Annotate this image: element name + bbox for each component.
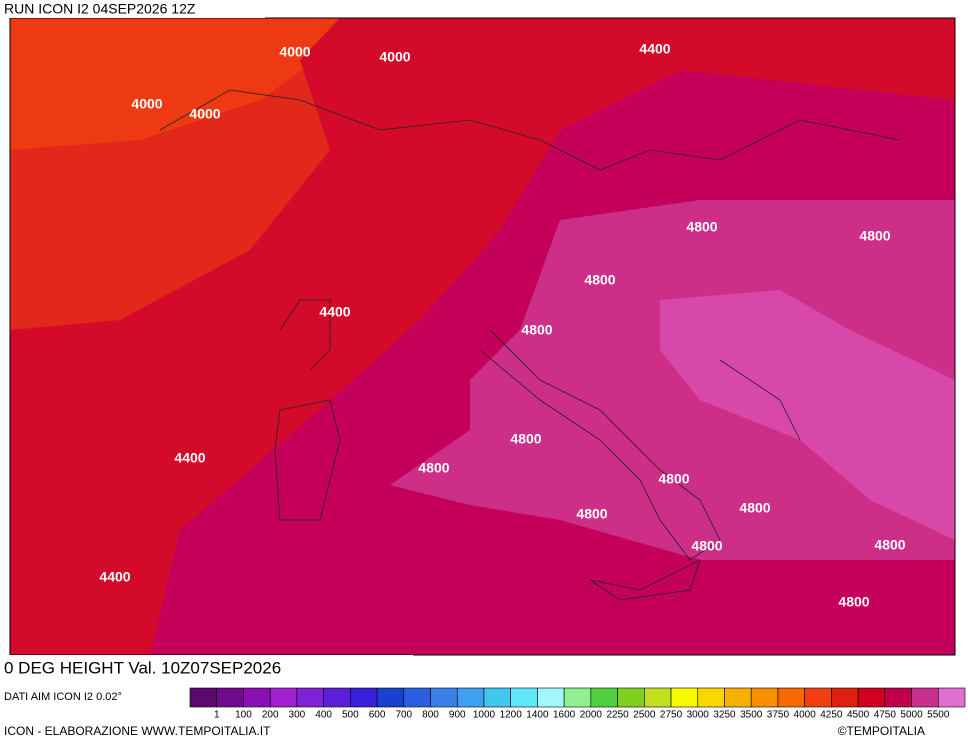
contour-label: 4800 <box>686 219 717 235</box>
contour-label: 4400 <box>174 450 205 466</box>
legend-swatch <box>483 687 511 708</box>
contour-region <box>10 18 955 655</box>
footer-credit: ICON - ELABORAZIONE WWW.TEMPOITALIA.IT <box>4 724 271 738</box>
contour-label: 4800 <box>658 471 689 487</box>
legend-level: 4750 <box>874 710 897 721</box>
contour-label: 4000 <box>279 44 310 60</box>
legend-swatch <box>617 687 645 708</box>
legend-swatch <box>430 687 458 708</box>
legend-swatch <box>884 687 912 708</box>
legend-swatch <box>750 687 779 708</box>
legend-level: 1200 <box>500 710 523 721</box>
legend-level: 200 <box>262 710 279 721</box>
legend-swatch <box>937 687 966 708</box>
legend-swatch <box>670 687 699 708</box>
legend-swatch <box>510 687 538 708</box>
contour-label: 4000 <box>189 106 220 122</box>
legend-level: 1 <box>214 710 220 721</box>
contour-label: 4000 <box>131 96 162 112</box>
header-box <box>0 0 265 18</box>
contour-label: 4800 <box>859 228 890 244</box>
contour-label: 4800 <box>691 538 722 554</box>
legend-level: 4000 <box>794 710 817 721</box>
legend-level: 3500 <box>740 710 763 721</box>
map-frame <box>9 17 956 656</box>
run-label: RUN ICON I2 04SEP2026 12Z <box>4 1 196 17</box>
legend-swatch <box>563 687 592 708</box>
legend-level: 700 <box>395 710 412 721</box>
contour-label: 4800 <box>521 322 552 338</box>
legend-level: 800 <box>422 710 439 721</box>
legend-level: 2250 <box>606 710 629 721</box>
legend-level: 100 <box>235 710 252 721</box>
legend-swatch <box>243 687 271 708</box>
map-title: 0 DEG HEIGHT Val. 10Z07SEP2026 <box>4 658 281 677</box>
contour-label: 4400 <box>639 41 670 57</box>
contour-label: 4800 <box>584 272 615 288</box>
legend-level: 2500 <box>633 710 656 721</box>
legend-swatch <box>831 687 859 708</box>
contour-label: 4400 <box>99 569 130 585</box>
legend-level: 1400 <box>526 710 549 721</box>
legend-level: 5000 <box>900 710 923 721</box>
legend-swatch <box>724 687 752 708</box>
map: 4000 4000 4000 4000 4400 4400 4400 4400 … <box>9 3 956 656</box>
legend-swatch <box>269 687 298 708</box>
legend-level: 300 <box>289 710 306 721</box>
contour-label: 4400 <box>319 304 350 320</box>
contour-label: 4800 <box>874 537 905 553</box>
legend-swatch <box>296 687 324 708</box>
footer-copyright: ©TEMPOITALIA <box>838 724 925 738</box>
legend-swatch <box>456 687 485 708</box>
legend-swatch <box>323 687 351 708</box>
contour-region <box>390 200 955 560</box>
legend-swatch <box>189 687 218 708</box>
legend-level: 2000 <box>580 710 603 721</box>
legend-swatch <box>376 687 405 708</box>
legend-swatch <box>697 687 725 708</box>
contour-label: 4800 <box>576 506 607 522</box>
legend-swatch <box>216 687 244 708</box>
legend-level: 3000 <box>687 710 710 721</box>
legend-swatch <box>644 687 672 708</box>
contour-label: 4800 <box>838 594 869 610</box>
legend-swatch <box>590 687 618 708</box>
legend-swatch <box>537 687 565 708</box>
contour-label: 4000 <box>379 49 410 65</box>
contour-label: 4800 <box>418 460 449 476</box>
legend-level: 900 <box>449 710 466 721</box>
coastline <box>159 89 901 601</box>
legend-level: 3250 <box>713 710 736 721</box>
colorbar: 1 100 200 300 400 500 600 700 800 900 1000 1200 1400… <box>189 687 966 721</box>
legend-swatch <box>804 687 832 708</box>
contour-region <box>10 18 340 150</box>
legend-level: 600 <box>369 710 386 721</box>
legend-level: 1000 <box>473 710 496 721</box>
title-box <box>0 655 413 683</box>
legend-level: 4250 <box>820 710 843 721</box>
contour-label: 4400 <box>804 3 835 19</box>
legend-swatch <box>857 687 886 708</box>
source-label: DATI AIM ICON I2 0.02° <box>4 691 122 703</box>
legend-level: 4500 <box>847 710 870 721</box>
legend-swatch <box>350 687 378 708</box>
legend-level: 3750 <box>767 710 790 721</box>
legend-level: 5500 <box>927 710 950 721</box>
legend-level: 500 <box>342 710 359 721</box>
legend-swatch <box>403 687 431 708</box>
contour-label: 4800 <box>510 431 541 447</box>
legend-level: 400 <box>315 710 332 721</box>
legend-level: 2750 <box>660 710 683 721</box>
legend-swatch <box>777 687 805 708</box>
contour-region <box>660 290 955 540</box>
legend-swatch <box>911 687 939 708</box>
contour-label: 4800 <box>739 500 770 516</box>
legend-level: 1600 <box>553 710 576 721</box>
